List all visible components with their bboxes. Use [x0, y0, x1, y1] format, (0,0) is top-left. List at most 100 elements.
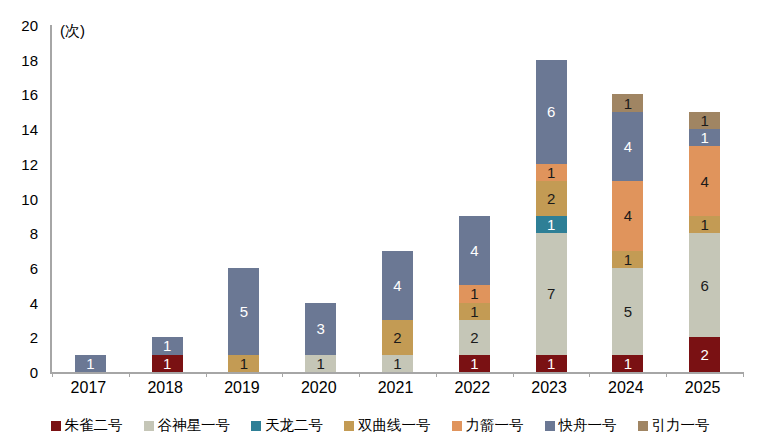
- stacked-bar-chart: (次) 02468101214161820 111151312412114171…: [0, 0, 760, 444]
- x-tick-label: 2024: [587, 379, 664, 397]
- x-axis-tick: [129, 372, 130, 377]
- bar-segment: 1: [459, 355, 490, 372]
- bar-segment: 4: [689, 146, 720, 215]
- legend-item: 力箭一号: [452, 416, 524, 435]
- x-axis-tick: [52, 372, 53, 377]
- bar-slot-2017: 1: [52, 25, 129, 372]
- x-axis-tick: [743, 372, 744, 377]
- bar-slot-2020: 13: [282, 25, 359, 372]
- bar-segment: 1: [612, 94, 643, 111]
- x-tick-label: 2022: [434, 379, 511, 397]
- bar-segment: 5: [228, 268, 259, 355]
- bar-slot-2021: 124: [359, 25, 436, 372]
- bar-slot-2024: 151441: [589, 25, 666, 372]
- bar-stack: 1: [75, 355, 106, 372]
- y-tick-label: 8: [0, 225, 38, 242]
- bar-segment: 4: [612, 181, 643, 250]
- bar-stack: 15: [228, 268, 259, 372]
- legend-swatch-icon: [452, 421, 462, 431]
- bar-segment: 6: [536, 60, 567, 164]
- legend-item: 天龙二号: [251, 416, 323, 435]
- bar-slot-2022: 12114: [436, 25, 513, 372]
- x-axis: 201720182019202020212022202320242025: [50, 379, 741, 397]
- legend-item: 引力一号: [638, 416, 710, 435]
- x-tick-label: 2017: [50, 379, 127, 397]
- bar-segment: 1: [459, 285, 490, 302]
- legend-label: 力箭一号: [466, 416, 524, 435]
- bar-segment: 4: [612, 112, 643, 181]
- legend-item: 快舟一号: [545, 416, 617, 435]
- legend-swatch-icon: [344, 421, 354, 431]
- bar-segment: 1: [689, 129, 720, 146]
- bar-stack: 171216: [536, 60, 567, 372]
- bar-slot-2019: 15: [206, 25, 283, 372]
- bar-segment: 2: [459, 320, 490, 355]
- y-tick-label: 12: [0, 155, 38, 172]
- bar-segment: 3: [305, 303, 336, 355]
- x-tick-label: 2025: [664, 379, 741, 397]
- bar-segment: 1: [152, 355, 183, 372]
- bar-stack: 13: [305, 303, 336, 372]
- x-tick-label: 2023: [511, 379, 588, 397]
- bar-segment: 1: [459, 303, 490, 320]
- bar-stack: 151441: [612, 94, 643, 372]
- bar-segment: 1: [228, 355, 259, 372]
- legend-swatch-icon: [144, 421, 154, 431]
- legend-label: 朱雀二号: [65, 416, 123, 435]
- legend-label: 天龙二号: [265, 416, 323, 435]
- y-tick-label: 14: [0, 121, 38, 138]
- bar-segment: 1: [382, 355, 413, 372]
- bar-segment: 1: [305, 355, 336, 372]
- legend-swatch-icon: [638, 421, 648, 431]
- legend-item: 双曲线一号: [344, 416, 431, 435]
- legend-label: 谷神星一号: [158, 416, 231, 435]
- bar-segment: 5: [612, 268, 643, 355]
- bar-segment: 1: [536, 355, 567, 372]
- x-tick-label: 2019: [204, 379, 281, 397]
- plot-area: 111151312412114171216151441261411: [50, 25, 743, 374]
- bar-segment: 1: [689, 216, 720, 233]
- legend: 朱雀二号 谷神星一号 天龙二号 双曲线一号 力箭一号 快舟一号 引力一号: [0, 416, 760, 435]
- bar-stack: 261411: [689, 112, 720, 372]
- bar-segment: 4: [382, 251, 413, 320]
- y-tick-label: 20: [0, 17, 38, 34]
- bar-segment: 4: [459, 216, 490, 285]
- bar-slot-2025: 261411: [666, 25, 743, 372]
- y-tick-label: 4: [0, 294, 38, 311]
- bar-segment: 1: [536, 216, 567, 233]
- x-tick-label: 2020: [280, 379, 357, 397]
- legend-label: 快舟一号: [559, 416, 617, 435]
- bar-segment: 1: [612, 355, 643, 372]
- x-axis-tick: [513, 372, 514, 377]
- bar-segment: 1: [689, 112, 720, 129]
- legend-swatch-icon: [545, 421, 555, 431]
- x-tick-label: 2021: [357, 379, 434, 397]
- bar-segment: 7: [536, 233, 567, 354]
- legend-swatch-icon: [51, 421, 61, 431]
- y-tick-label: 2: [0, 329, 38, 346]
- bar-stack: 12114: [459, 216, 490, 372]
- legend-label: 引力一号: [652, 416, 710, 435]
- bar-slot-2018: 11: [129, 25, 206, 372]
- x-axis-tick: [589, 372, 590, 377]
- bar-segment: 1: [612, 251, 643, 268]
- x-axis-tick: [359, 372, 360, 377]
- x-axis-tick: [206, 372, 207, 377]
- y-tick-label: 10: [0, 190, 38, 207]
- y-tick-label: 6: [0, 259, 38, 276]
- x-axis-tick: [282, 372, 283, 377]
- x-axis-tick: [666, 372, 667, 377]
- x-tick-label: 2018: [127, 379, 204, 397]
- bar-segment: 6: [689, 233, 720, 337]
- legend-item: 谷神星一号: [144, 416, 231, 435]
- bar-segment: 2: [689, 337, 720, 372]
- bar-segment: 1: [75, 355, 106, 372]
- bar-segment: 2: [536, 181, 567, 216]
- bar-segment: 2: [382, 320, 413, 355]
- y-tick-label: 0: [0, 364, 38, 381]
- bar-slot-2023: 171216: [513, 25, 590, 372]
- x-axis-tick: [436, 372, 437, 377]
- bars-row: 111151312412114171216151441261411: [52, 25, 743, 372]
- bar-stack: 124: [382, 251, 413, 372]
- bar-segment: 1: [152, 337, 183, 354]
